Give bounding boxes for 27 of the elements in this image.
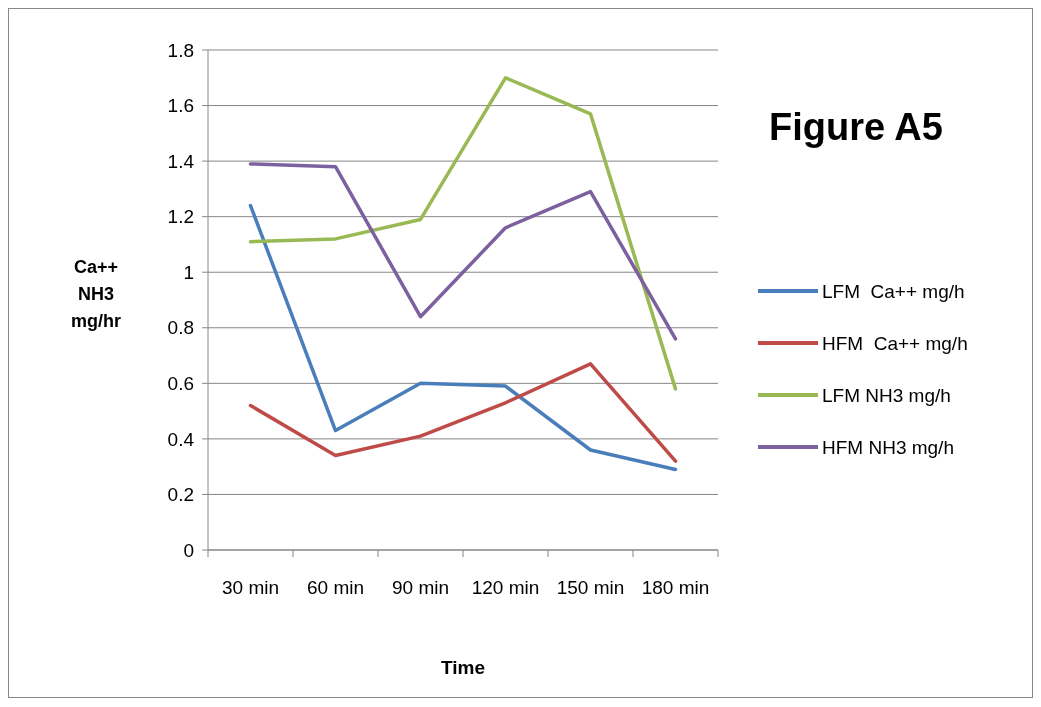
line-series — [248, 203, 678, 472]
y-tick-label: 1.6 — [167, 95, 194, 117]
x-tick-label: 60 min — [306, 577, 365, 598]
legend-label: LFM NH3 mg/h — [822, 384, 951, 406]
x-tick-label: 30 min — [221, 577, 280, 598]
x-tick-label: 90 min — [391, 577, 450, 598]
legend-label: HFM NH3 mg/h — [822, 436, 954, 458]
y-tick-label: 1.8 — [167, 39, 194, 61]
y-tick-label: 1.2 — [167, 206, 194, 228]
legend-label: LFM Ca++ mg/h — [822, 280, 965, 302]
y-tick-label: 1 — [183, 261, 194, 283]
y-axis-title: Ca++ NH3 mg/hr — [70, 257, 122, 331]
text: Figure A5 — [769, 106, 943, 148]
y-tick-label: 0.4 — [167, 428, 195, 450]
line-series — [248, 162, 678, 341]
x-tick-label: 180 min — [641, 577, 710, 598]
line-series — [248, 76, 678, 391]
x-axis-title: Time — [440, 657, 486, 678]
y-tick-label: 0.2 — [167, 484, 194, 506]
line-series — [248, 362, 678, 463]
x-tick-label: 120 min — [471, 577, 540, 598]
y-tick-label: 0.6 — [167, 372, 194, 394]
legend-label: HFM Ca++ mg/h — [822, 332, 968, 354]
y-tick-label: 0.8 — [167, 317, 194, 339]
y-tick-label: 0 — [183, 539, 194, 561]
x-tick-label: 150 min — [556, 577, 625, 598]
y-tick-label: 1.4 — [167, 150, 195, 172]
